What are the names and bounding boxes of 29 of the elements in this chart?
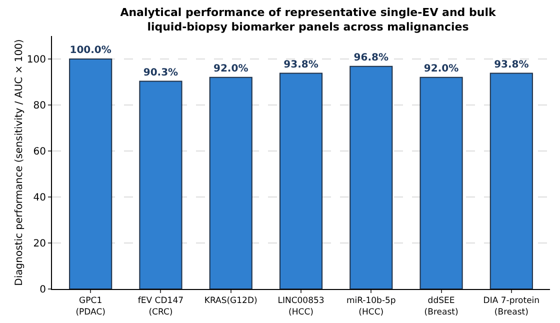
x-tick-label: GPC1 (PDAC)	[76, 296, 106, 318]
x-tick-label: KRAS(G12D)	[204, 296, 258, 306]
bar	[279, 72, 323, 289]
data-label: 92.0%	[424, 63, 459, 74]
y-tick-label: 20	[33, 238, 46, 250]
data-label: 90.3%	[143, 67, 178, 78]
y-tick-label: 60	[33, 146, 46, 158]
data-label: 96.8%	[354, 52, 388, 64]
bar	[420, 76, 463, 289]
y-tick-label: 0	[40, 284, 46, 296]
data-label: 92.0%	[214, 63, 248, 74]
bar	[69, 58, 112, 289]
data-label: 93.8%	[284, 59, 318, 70]
chart-title: Analytical performance of representative single-EV and bulk liquid-biopsy biomarker panels across malignancies	[120, 6, 496, 34]
bar	[139, 80, 182, 289]
y-tick-label: 40	[33, 192, 46, 204]
y-tick-label: 100	[26, 54, 46, 66]
y-tick-label: 80	[33, 100, 46, 112]
bar	[350, 66, 393, 289]
x-tick-label: fEV CD147 (CRC)	[138, 296, 184, 318]
y-axis-title: Diagnostic performance (sensitivity / AUC × 100)	[14, 39, 25, 286]
bar	[490, 72, 533, 289]
x-tick-label: DIA 7-protein (Breast)	[483, 296, 540, 318]
x-tick-label: LINC00853 (HCC)	[278, 296, 324, 318]
data-label: 100.0%	[70, 45, 112, 56]
bar	[209, 76, 252, 289]
x-tick-label: miR-10b-5p (HCC)	[346, 296, 396, 318]
x-tick-label: ddSEE (Breast)	[424, 296, 458, 318]
data-label: 93.8%	[494, 59, 529, 70]
